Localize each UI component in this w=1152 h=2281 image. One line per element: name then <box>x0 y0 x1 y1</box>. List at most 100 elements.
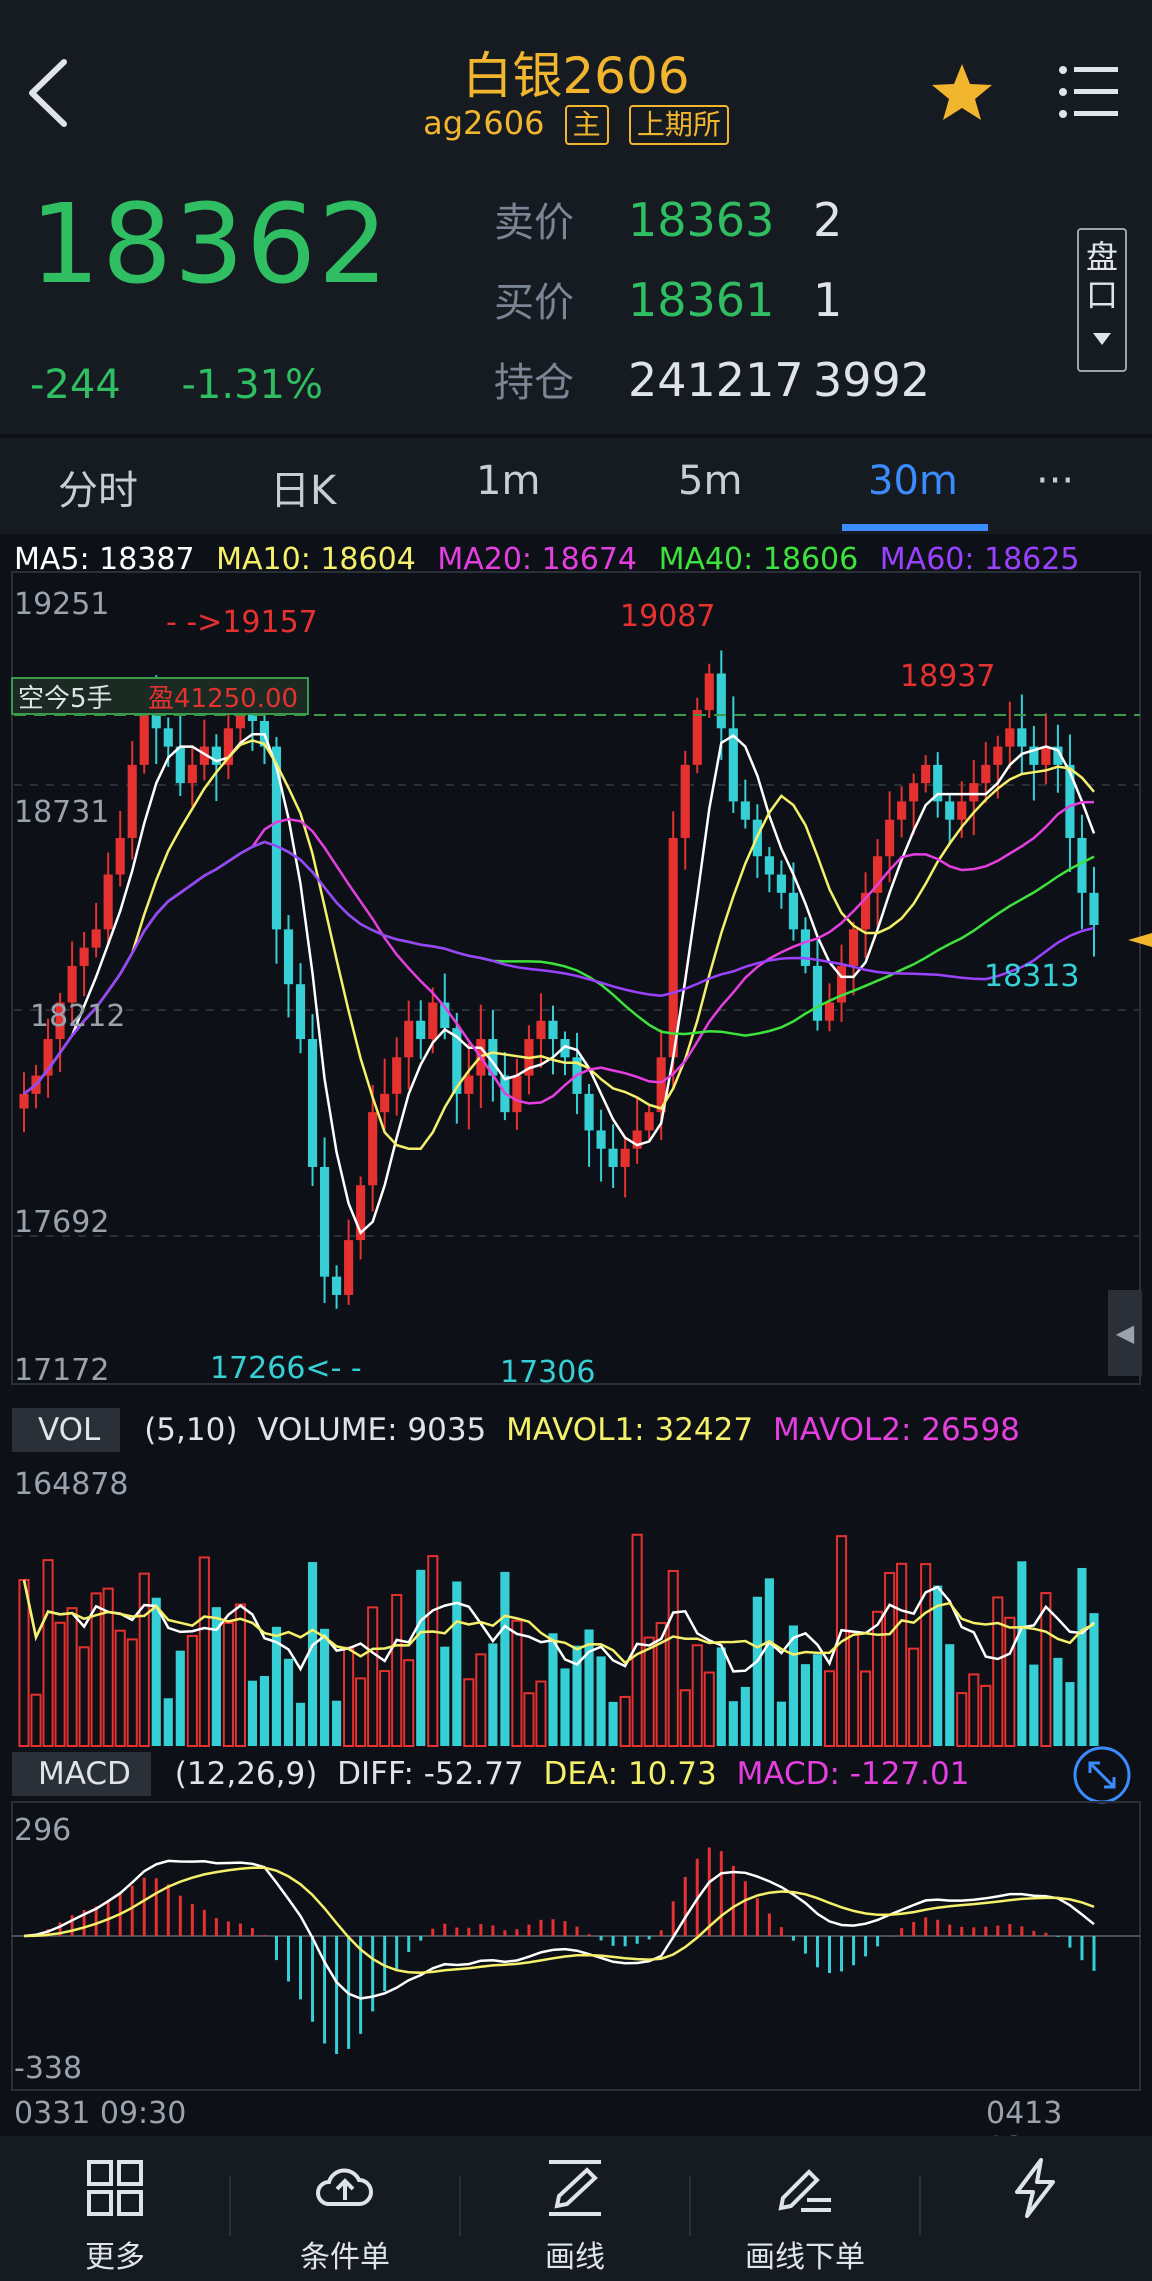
order-book-toggle[interactable]: 盘口 <box>1077 228 1127 372</box>
kline-chart[interactable]: 空今5手 盈41250.00 19251 18731 18212 17692 1… <box>0 540 1152 1400</box>
volume-bar <box>679 1689 691 1748</box>
bottom-toolbar: 更多 条件单 画线 画线下单 <box>0 2136 1152 2281</box>
volume-tick: 164878 <box>14 1467 129 1502</box>
diff-line <box>23 1859 1095 2000</box>
volume-bar <box>788 1625 799 1746</box>
draw-line-button[interactable]: 画线 <box>460 2136 690 2281</box>
period-tabs: 分时 日K 1m 5m 30m ··· <box>0 438 1152 534</box>
tab-more[interactable]: ··· <box>1036 458 1075 504</box>
volume-bar <box>535 1680 547 1747</box>
candle-body <box>608 1148 618 1167</box>
expand-icon[interactable] <box>1072 1745 1132 1805</box>
volume-bar <box>655 1621 667 1748</box>
draw-line-order-button[interactable]: 画线下单 <box>690 2136 920 2281</box>
volume-bar <box>968 1673 980 1747</box>
candle-body <box>824 1002 835 1021</box>
volume-bar <box>138 1572 150 1748</box>
contract-code: ag2606 <box>423 104 545 142</box>
candle-body <box>704 673 714 711</box>
volume-bar <box>54 1621 66 1747</box>
volume-chart[interactable]: 164878 <box>0 1450 1152 1750</box>
change-value: -244 <box>30 362 121 408</box>
candle-body <box>644 1112 654 1131</box>
tab-daily-k[interactable]: 日K <box>270 468 337 514</box>
ma5-line <box>23 732 1096 1235</box>
volume-bar <box>752 1596 762 1746</box>
separator <box>919 2176 921 2236</box>
tab-5m[interactable]: 5m <box>678 458 743 504</box>
candle-body <box>873 856 883 893</box>
open-interest-row: 持仓 241217 3992 <box>494 350 930 408</box>
mavol2-value: MAVOL2: 26598 <box>772 1412 1020 1448</box>
candle-body <box>716 673 726 729</box>
candle-body <box>548 1020 558 1040</box>
quick-trade-button[interactable] <box>920 2136 1150 2281</box>
tab-30m[interactable]: 30m <box>868 458 958 504</box>
volume-bar <box>1065 1682 1075 1746</box>
candle-body <box>464 1075 474 1094</box>
tab-timeshare[interactable]: 分时 <box>58 468 138 514</box>
vol-indicator-select[interactable]: VOL <box>12 1408 121 1452</box>
volume-bar <box>619 1695 631 1747</box>
volume-bar <box>631 1533 643 1747</box>
candle-body <box>223 728 233 765</box>
candle-body <box>632 1130 642 1149</box>
candle-body <box>440 1002 450 1029</box>
candle-body <box>91 929 101 948</box>
ma10-line <box>23 739 1095 1150</box>
change-percent: -1.31% <box>181 362 324 408</box>
conditional-order-button[interactable]: 条件单 <box>230 2136 460 2281</box>
volume-bar <box>452 1581 462 1746</box>
candle-body <box>812 965 823 1021</box>
volume-bar <box>847 1631 860 1747</box>
high-marker: - ->19157 <box>166 605 318 640</box>
volume-bar <box>332 1700 342 1746</box>
macd-chart[interactable]: 296 -338 <box>0 1800 1152 2100</box>
volume-bar <box>222 1621 234 1748</box>
menu-list-icon[interactable] <box>1058 62 1120 122</box>
tab-1m[interactable]: 1m <box>476 458 541 504</box>
bid-label: 买价 <box>494 280 574 326</box>
candle-body <box>344 1240 354 1295</box>
volume-bar <box>198 1556 210 1747</box>
volume-bar <box>896 1562 908 1747</box>
candle-body <box>993 746 1003 765</box>
pen-order-icon <box>778 2169 831 2212</box>
candle-body <box>1053 746 1063 765</box>
candle-body <box>139 710 149 765</box>
last-price-pointer <box>1128 933 1152 947</box>
macd-tick: 296 <box>14 1813 71 1848</box>
candle-body <box>848 929 859 966</box>
ask-label: 卖价 <box>494 200 574 246</box>
volume-bar <box>488 1643 498 1746</box>
back-arrow-icon[interactable] <box>24 56 74 130</box>
candle-body <box>55 1002 65 1040</box>
candle-body <box>945 801 955 820</box>
candle-body <box>127 764 137 838</box>
volume-bar <box>126 1638 138 1748</box>
candle-body <box>67 965 77 1003</box>
volume-bar <box>872 1610 884 1747</box>
favorite-star-icon[interactable] <box>930 60 994 124</box>
candle-body <box>199 746 209 765</box>
conditional-order-label: 条件单 <box>300 2240 390 2275</box>
ask-qty: 2 <box>813 193 843 247</box>
time-start: 0331 09:30 <box>14 2096 187 2131</box>
candle-body <box>19 1093 29 1109</box>
volume-bar <box>703 1671 715 1747</box>
candle-body <box>380 1093 390 1113</box>
volume-bar <box>175 1650 185 1746</box>
volume-bar <box>307 1562 318 1746</box>
candle-body <box>1005 728 1015 747</box>
volume-bar <box>355 1677 367 1748</box>
macd-indicator-select[interactable]: MACD <box>12 1752 151 1796</box>
candle-body <box>897 801 907 820</box>
draw-line-order-label: 画线下单 <box>745 2240 865 2275</box>
candle-body <box>788 892 799 930</box>
collapse-panel-button[interactable]: ◀ <box>1108 1290 1142 1376</box>
volume-bar <box>572 1645 582 1746</box>
more-button[interactable]: 更多 <box>0 2136 230 2281</box>
volume-bar <box>30 1693 42 1747</box>
candle-body <box>860 892 871 930</box>
candle-body <box>740 801 750 820</box>
